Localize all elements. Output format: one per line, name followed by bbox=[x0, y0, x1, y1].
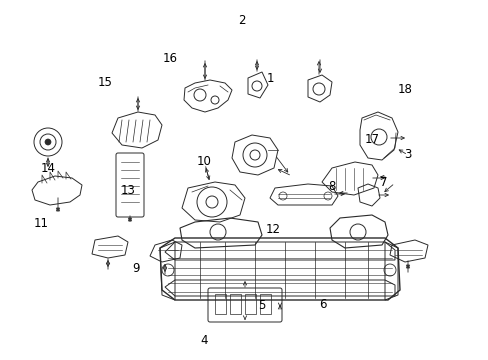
Text: 14: 14 bbox=[41, 162, 55, 175]
Text: 11: 11 bbox=[34, 217, 49, 230]
Bar bbox=[229, 294, 241, 314]
Bar bbox=[244, 294, 256, 314]
Text: 13: 13 bbox=[121, 184, 135, 197]
Bar bbox=[215, 294, 225, 314]
Text: 7: 7 bbox=[379, 176, 387, 189]
Bar bbox=[260, 294, 270, 314]
Text: 4: 4 bbox=[200, 334, 208, 347]
Text: 10: 10 bbox=[197, 155, 211, 168]
Text: 16: 16 bbox=[163, 52, 177, 65]
Text: 8: 8 bbox=[327, 180, 335, 193]
Text: 5: 5 bbox=[257, 299, 265, 312]
Text: 3: 3 bbox=[404, 148, 411, 161]
Text: 2: 2 bbox=[238, 14, 245, 27]
Text: 9: 9 bbox=[132, 262, 140, 275]
Text: 6: 6 bbox=[318, 298, 326, 311]
Text: 12: 12 bbox=[265, 223, 280, 236]
Text: 15: 15 bbox=[98, 76, 112, 89]
Text: 1: 1 bbox=[265, 72, 273, 85]
Text: 17: 17 bbox=[365, 133, 379, 146]
Text: 18: 18 bbox=[397, 83, 411, 96]
Circle shape bbox=[45, 139, 51, 145]
